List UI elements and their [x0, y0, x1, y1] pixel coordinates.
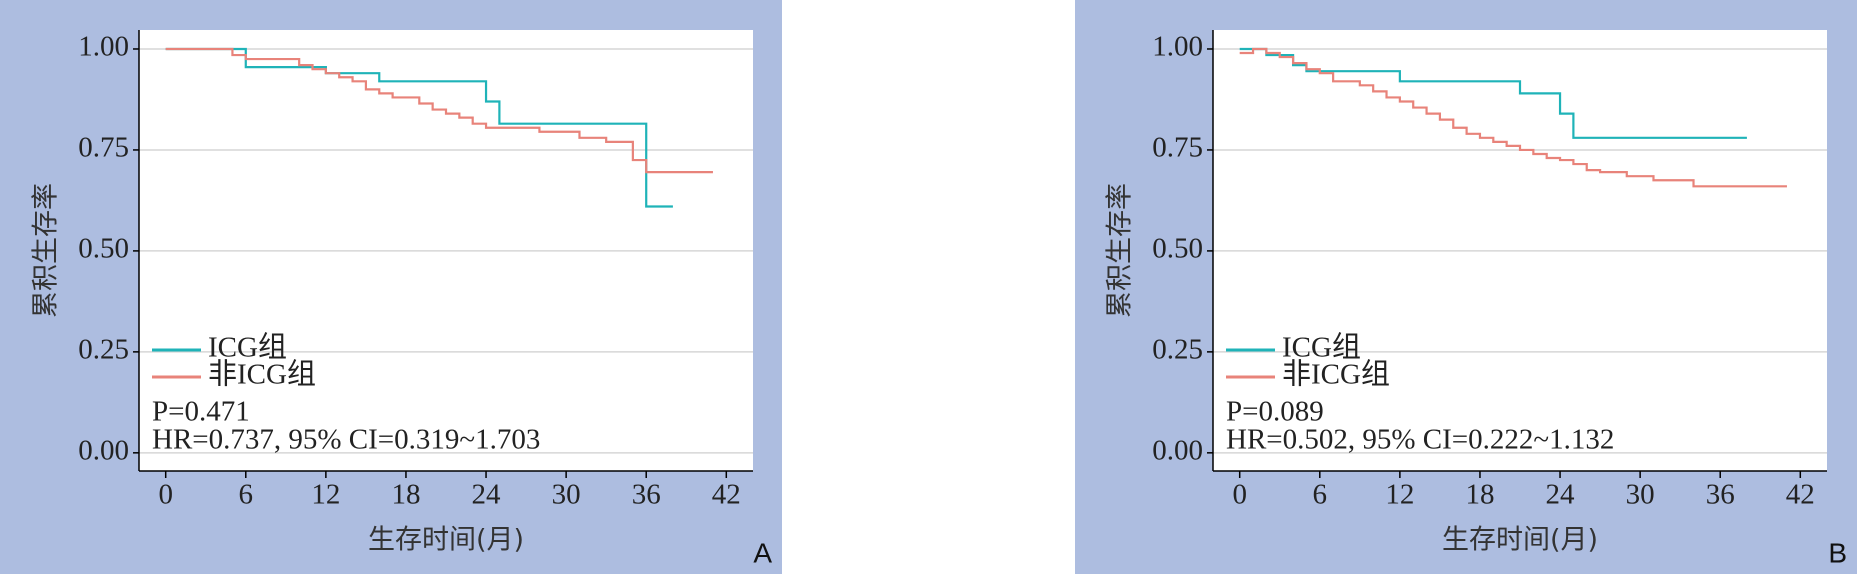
x-tick-label: 30 [552, 479, 581, 511]
y-axis-title: 累积生存率 [1105, 183, 1136, 318]
y-tick-label: 0.00 [1152, 434, 1203, 466]
x-tick-label: 42 [712, 479, 741, 511]
x-tick-label: 6 [1313, 479, 1328, 511]
y-tick-label: 0.75 [78, 132, 129, 164]
x-tick-label: 12 [1385, 479, 1414, 511]
y-tick-label: 0.00 [78, 434, 129, 466]
y-tick-label: 1.00 [1152, 31, 1203, 63]
x-tick-label: 6 [239, 479, 254, 511]
panel: 0.00 0.25 0.50 0.75 1.00 0 6 12 18 24 30 36 42 ICG组非I… [1075, 0, 1857, 574]
y-tick-label: 1.00 [78, 31, 129, 63]
survival-curve [165, 47, 673, 208]
x-tick-label: 24 [1546, 479, 1576, 511]
y-tick-label: 0.75 [1152, 132, 1203, 164]
x-tick-label: 18 [391, 479, 420, 511]
x-axis-title: 生存时间(月) [368, 525, 524, 556]
annotation: P=0.471 [152, 396, 250, 428]
panel: 0.00 0.25 0.50 0.75 1.00 0 6 12 18 24 30 36 42 ICG组非I… [0, 0, 782, 574]
y-tick-label: 0.50 [1152, 233, 1203, 265]
x-tick-label: 24 [472, 479, 502, 511]
x-tick-label: 36 [1706, 479, 1735, 511]
legend-label: ICG组 [208, 331, 287, 364]
y-tick-label: 0.25 [1152, 334, 1203, 366]
panel-label: A [753, 537, 772, 568]
legend-label: ICG组 [1282, 331, 1361, 364]
panel-label: B [1828, 537, 1847, 568]
x-tick-label: 0 [1232, 479, 1247, 511]
x-axis-title: 生存时间(月) [1442, 525, 1598, 556]
x-tick-label: 18 [1465, 479, 1494, 511]
legend-label: 非ICG组 [208, 358, 316, 391]
legend-label: 非ICG组 [1282, 358, 1390, 391]
y-axis-title: 累积生存率 [31, 183, 62, 318]
y-tick-label: 0.25 [78, 334, 129, 366]
x-tick-label: 0 [158, 479, 173, 511]
annotation: P=0.089 [1226, 396, 1324, 428]
annotation: HR=0.502, 95% CI=0.222~1.132 [1226, 424, 1614, 456]
x-tick-label: 36 [632, 479, 661, 511]
survival-curve [165, 47, 713, 174]
x-tick-label: 30 [1626, 479, 1655, 511]
x-tick-label: 12 [311, 479, 340, 511]
annotation: HR=0.737, 95% CI=0.319~1.703 [152, 424, 540, 456]
x-tick-label: 42 [1786, 479, 1815, 511]
y-tick-label: 0.50 [78, 233, 129, 265]
survival-curve [1239, 47, 1787, 188]
